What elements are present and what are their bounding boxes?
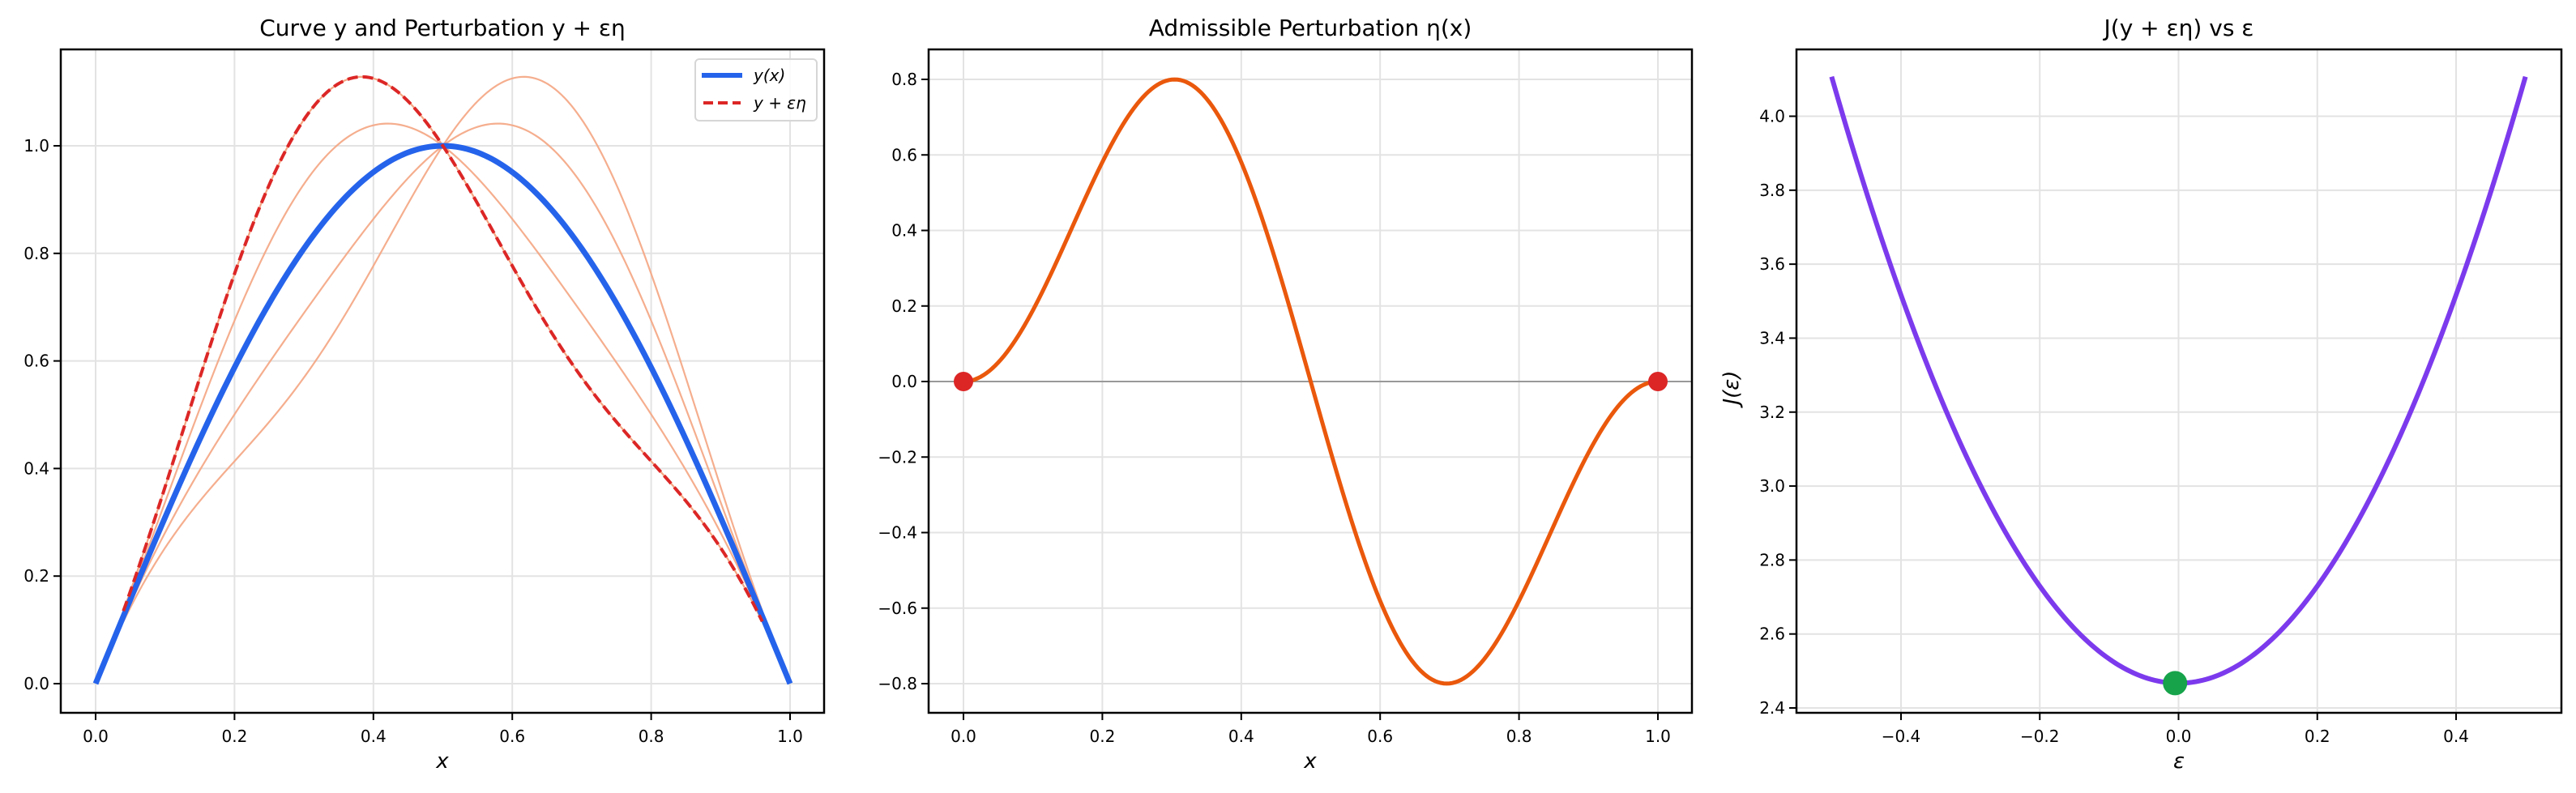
base-curve-line — [92, 143, 793, 685]
x-tick-label: 0.6 — [1367, 727, 1393, 746]
y-tick-label: 4.0 — [1759, 107, 1785, 126]
family-curve-underlay — [122, 75, 763, 622]
x-axis-label: ε — [2173, 749, 2185, 774]
x-tick-label: 0.2 — [1089, 727, 1115, 746]
endpoint-marker — [954, 372, 973, 391]
plot-series — [1829, 75, 2528, 696]
y-tick-label: 3.4 — [1759, 328, 1785, 347]
x-tick-label: 0.2 — [2305, 727, 2330, 746]
perturbed-curve-line — [122, 75, 764, 623]
chart-title: Curve y and Perturbation y + εη — [259, 15, 626, 41]
x-tick-label: 0.8 — [639, 727, 664, 746]
x-tick-label: 1.0 — [1645, 727, 1671, 746]
axis-ticks: −0.4 −0.2 0.0 0.2 0.4 2.4 2.6 2.8 3.0 3.2 3.4 3.6 3.… — [1759, 107, 2469, 747]
x-tick-label: −0.4 — [1882, 727, 1921, 746]
y-tick-label: 0.6 — [23, 352, 49, 371]
grid-lines — [61, 49, 824, 713]
x-tick-label: 0.6 — [499, 727, 525, 746]
y-tick-label: 3.0 — [1759, 476, 1785, 496]
y-tick-label: −0.2 — [878, 447, 917, 467]
x-axis-label: x — [1303, 749, 1317, 774]
family-curve — [122, 122, 763, 620]
y-tick-label: 0.0 — [891, 372, 917, 391]
grid-lines — [1796, 49, 2561, 713]
axis-ticks: 0.0 0.2 0.4 0.6 0.8 1.0 0.0 0.2 0.4 0.6 0.8 1.0 — [23, 136, 803, 746]
eta-curve-line — [963, 77, 1659, 686]
y-tick-label: 3.6 — [1759, 254, 1785, 274]
y-tick-label: 1.0 — [23, 136, 49, 156]
y-tick-label: 0.4 — [23, 458, 49, 478]
y-tick-label: 2.6 — [1759, 625, 1785, 644]
y-tick-label: 2.4 — [1759, 698, 1785, 718]
x-tick-label: 0.2 — [221, 727, 247, 746]
family-curve — [122, 75, 763, 622]
x-tick-label: 0.0 — [83, 727, 109, 746]
y-tick-label: 0.2 — [891, 296, 917, 316]
endpoint-marker — [1648, 372, 1668, 391]
y-tick-label: −0.8 — [878, 674, 917, 693]
y-tick-label: 3.8 — [1759, 181, 1785, 200]
plot-series — [929, 77, 1692, 686]
x-tick-label: 0.0 — [951, 727, 976, 746]
chart-title: Admissible Perturbation η(x) — [1149, 15, 1472, 41]
x-tick-label: 0.8 — [1506, 727, 1532, 746]
legend: y(x) y + εη — [694, 58, 818, 122]
grid-lines — [929, 49, 1692, 713]
y-tick-label: 0.8 — [891, 70, 917, 89]
y-tick-label: 0.8 — [23, 244, 49, 263]
x-tick-label: 0.0 — [2166, 727, 2192, 746]
panel-functional-vs-epsilon: −0.4 −0.2 0.0 0.2 0.4 2.4 2.6 2.8 3.0 3.2 3.4 3.6 3.… — [1719, 15, 2563, 774]
plot-series — [92, 75, 793, 685]
y-tick-label: −0.4 — [878, 523, 917, 543]
y-tick-label: 0.0 — [23, 674, 49, 693]
y-tick-label: −0.6 — [878, 599, 917, 618]
x-axis-label: x — [435, 749, 449, 774]
x-tick-label: 0.4 — [2443, 727, 2469, 746]
panel-curve-perturbation: 0.0 0.2 0.4 0.6 0.8 1.0 0.0 0.2 0.4 0.6 0.8 1.0 Cur… — [23, 15, 826, 774]
x-tick-label: 0.4 — [361, 727, 387, 746]
y-tick-label: 3.2 — [1759, 403, 1785, 422]
y-tick-label: 0.2 — [23, 566, 49, 586]
legend-label-base: y(x) — [753, 66, 785, 85]
y-axis-label: J(ε) — [1719, 370, 1744, 408]
chart-title: J(y + εη) vs ε — [2103, 15, 2254, 41]
y-tick-label: 2.8 — [1759, 550, 1785, 569]
x-tick-label: 0.4 — [1228, 727, 1254, 746]
legend-label-perturbed: y + εη — [753, 93, 806, 113]
minimum-marker — [2163, 671, 2188, 696]
x-tick-label: 1.0 — [777, 727, 803, 746]
axes-frame — [59, 48, 826, 714]
family-curve — [122, 122, 763, 620]
x-tick-label: −0.2 — [2020, 727, 2060, 746]
axis-ticks: 0.0 0.2 0.4 0.6 0.8 1.0 −0.8 −0.6 −0.4 −0.2 0.0 0.2… — [878, 70, 1670, 746]
y-tick-label: 0.6 — [891, 145, 917, 164]
panel-admissible-perturbation: 0.0 0.2 0.4 0.6 0.8 1.0 −0.8 −0.6 −0.4 −0.2 0.0 0.2… — [878, 15, 1694, 774]
y-tick-label: 0.4 — [891, 221, 917, 241]
